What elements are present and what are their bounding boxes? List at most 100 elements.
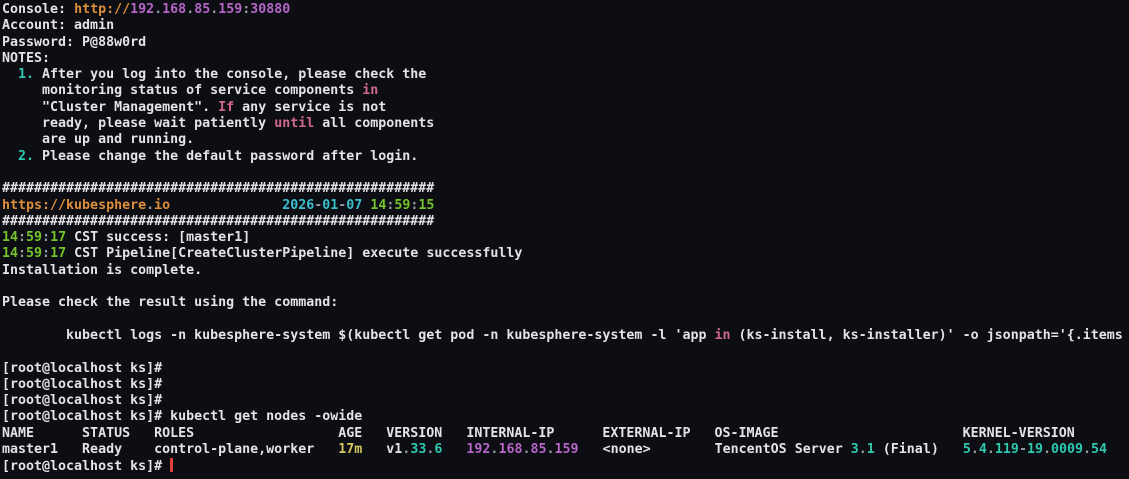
text-segment: : xyxy=(386,197,395,213)
text-segment: 5 xyxy=(962,442,971,458)
text-segment: . xyxy=(490,442,499,458)
text-segment: 19 xyxy=(1026,442,1043,458)
terminal-line: Console: http://192.168.85.159:30880 xyxy=(2,2,1129,18)
text-segment: 17m xyxy=(338,442,363,458)
text-segment: in xyxy=(362,83,379,99)
text-segment: - xyxy=(338,197,347,213)
text-segment: master1 Ready control-plane,worker xyxy=(2,442,339,458)
text-segment: 168 xyxy=(162,2,187,17)
terminal-line: 14:59:17 CST Pipeline[CreateClusterPipel… xyxy=(2,246,1129,262)
text-segment: <none> TencentOS Server xyxy=(578,442,851,458)
text-segment: . xyxy=(1042,442,1051,458)
terminal-line: are up and running. xyxy=(2,132,1129,148)
text-segment: 14 xyxy=(370,197,387,213)
text-segment: Password: P@88w0rd xyxy=(2,34,147,50)
terminal-line xyxy=(2,279,1129,295)
terminal-line: [root@localhost ks]# xyxy=(2,377,1129,393)
terminal-line: [root@localhost ks]# xyxy=(2,393,1129,409)
text-segment: ########################################… xyxy=(2,213,435,229)
text-segment: Installation is complete. xyxy=(2,262,203,278)
terminal-line: 2. Please change the default password af… xyxy=(2,149,1129,165)
text-segment: [root@localhost ks]# xyxy=(2,360,163,376)
text-segment: 59 xyxy=(394,197,411,213)
text-segment: (ks-install, ks-installer)' -o jsonpath=… xyxy=(730,327,1123,343)
text-segment: in xyxy=(714,327,731,343)
text-segment: 07 xyxy=(346,197,363,213)
text-segment: . xyxy=(402,442,411,458)
text-segment: 192 xyxy=(130,2,155,17)
text-segment: 30880 xyxy=(250,2,291,17)
text-segment: After you log into the console, please c… xyxy=(34,67,427,83)
text-segment: "Cluster Management". xyxy=(2,99,219,115)
text-segment: ready, please wait patiently xyxy=(2,116,275,132)
text-segment: : xyxy=(242,2,251,17)
text-segment: 85 xyxy=(530,442,547,458)
terminal-line: "Cluster Management". If any service is … xyxy=(2,100,1129,116)
text-segment: : xyxy=(18,246,27,262)
text-segment: . xyxy=(1083,442,1092,458)
terminal-line: https://kubesphere.io 2026-01-07 14:59:1… xyxy=(2,198,1129,214)
terminal-line: master1 Ready control-plane,worker 17m v… xyxy=(2,442,1129,458)
text-segment: If xyxy=(218,99,235,115)
text-segment: . xyxy=(146,197,155,213)
text-segment: Console: xyxy=(2,2,75,17)
text-segment: 59 xyxy=(26,246,43,262)
terminal-line: monitoring status of service components … xyxy=(2,83,1129,99)
text-segment: 6 xyxy=(434,442,443,458)
text-segment: 14 xyxy=(2,246,19,262)
text-segment: NOTES: xyxy=(2,50,51,66)
text-segment: 17 xyxy=(50,230,67,246)
text-segment: monitoring status of service components xyxy=(2,83,363,99)
text-segment: CST success: [master1] xyxy=(66,230,251,246)
terminal-line: kubectl logs -n kubesphere-system $(kube… xyxy=(2,328,1129,344)
text-segment: . xyxy=(522,442,531,458)
terminal-line: [root@localhost ks]# kubectl get nodes -… xyxy=(2,409,1129,425)
text-segment: v1 xyxy=(362,442,403,458)
terminal-line: Password: P@88w0rd xyxy=(2,35,1129,51)
text-segment: Please change the default password after… xyxy=(34,148,419,164)
text-segment: . xyxy=(970,442,979,458)
text-segment: ########################################… xyxy=(2,181,435,197)
terminal-line: [root@localhost ks]# xyxy=(2,361,1129,377)
terminal-line: NAME STATUS ROLES AGE VERSION INTERNAL-I… xyxy=(2,426,1129,442)
text-segment: 17 xyxy=(50,246,67,262)
text-segment: 1. xyxy=(18,67,35,83)
text-segment xyxy=(442,442,466,457)
text-segment: 3 xyxy=(850,442,859,458)
text-segment: are up and running. xyxy=(2,132,195,148)
text-segment: [root@localhost ks]# xyxy=(2,459,171,475)
text-segment: 33 xyxy=(410,442,427,458)
terminal-line: ########################################… xyxy=(2,181,1129,197)
text-segment: CST Pipeline[CreateClusterPipeline] exec… xyxy=(66,246,523,262)
text-segment: 59 xyxy=(26,230,43,246)
text-segment: . xyxy=(426,442,435,458)
text-segment: . xyxy=(210,2,219,17)
text-segment: . xyxy=(154,2,163,17)
terminal-line: ########################################… xyxy=(2,214,1129,230)
text-segment: . xyxy=(546,442,555,458)
text-segment: . xyxy=(858,442,867,458)
text-segment: 01 xyxy=(322,197,339,213)
text-segment: http:// xyxy=(74,2,131,17)
terminal-line: Please check the result using the comman… xyxy=(2,295,1129,311)
text-segment xyxy=(2,149,18,164)
terminal-line: Account: admin xyxy=(2,18,1129,34)
text-segment: https://kubesphere xyxy=(2,197,147,213)
text-segment: . xyxy=(186,2,195,17)
text-segment: 2026 xyxy=(282,197,315,213)
text-segment: : xyxy=(410,197,419,213)
terminal-line: NOTES: xyxy=(2,51,1129,67)
text-segment: : xyxy=(42,246,51,262)
terminal-line: 1. After you log into the console, pleas… xyxy=(2,67,1129,83)
text-segment: 85 xyxy=(194,2,211,17)
text-segment: all components xyxy=(314,116,435,132)
text-segment: (Final) xyxy=(874,442,963,458)
text-segment: 159 xyxy=(218,2,243,17)
text-segment: 14 xyxy=(2,230,19,246)
cursor xyxy=(170,458,174,473)
text-segment: 119 xyxy=(994,442,1019,458)
text-segment: - xyxy=(314,197,323,213)
text-segment: io xyxy=(154,197,171,213)
terminal-line xyxy=(2,312,1129,328)
